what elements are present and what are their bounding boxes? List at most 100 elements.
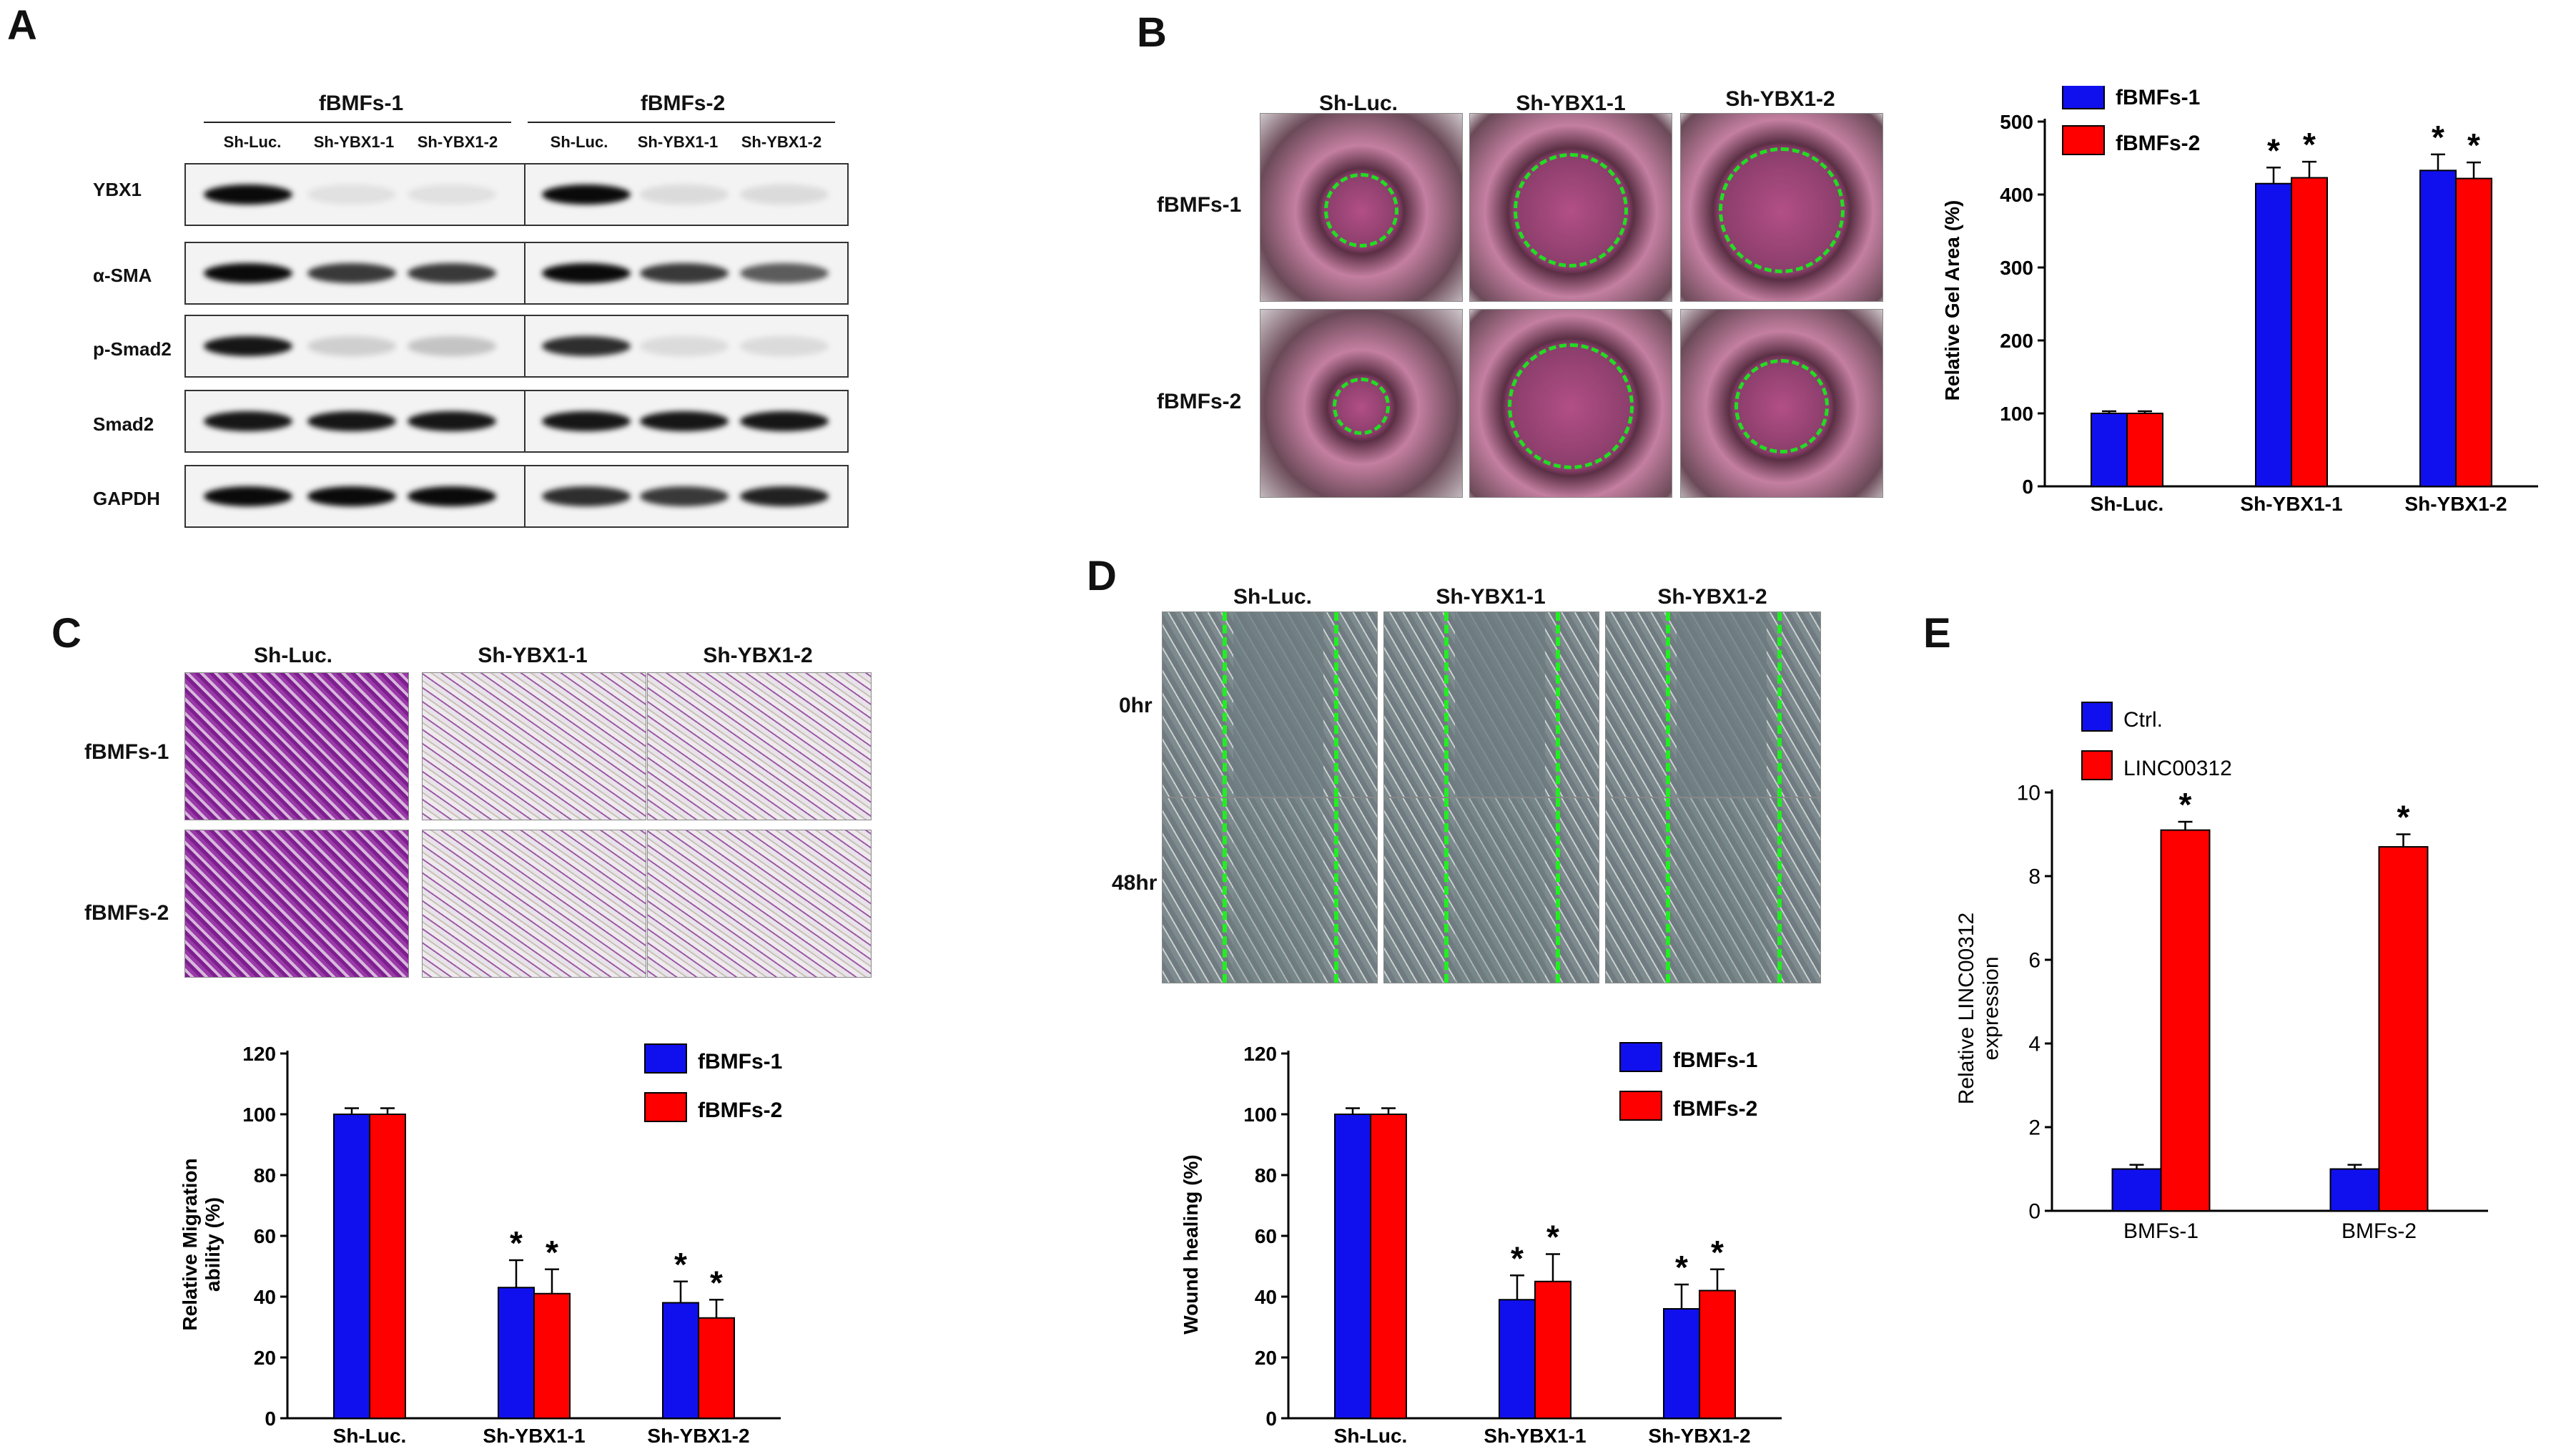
- blot-band: [542, 263, 631, 283]
- bar: [698, 1317, 735, 1419]
- blot-frame: [524, 242, 849, 305]
- gel-area-outline: [1719, 147, 1845, 273]
- bar: [2111, 1168, 2162, 1212]
- x-category-label: Sh-YBX1-2: [647, 1425, 749, 1445]
- blot-band: [740, 336, 829, 356]
- blot-band: [740, 486, 829, 506]
- bar: [333, 1114, 370, 1419]
- wound-gap: [1677, 612, 1767, 797]
- wb-group-line-2: [528, 122, 835, 123]
- significance-star: *: [2179, 786, 2192, 823]
- bar: [533, 1292, 571, 1419]
- significance-star: *: [2303, 126, 2316, 163]
- migration-column-title: Sh-YBX1-2: [703, 644, 813, 667]
- significance-star: *: [2432, 119, 2444, 156]
- y-tick-label: 4: [2028, 1033, 2040, 1056]
- gel-photo: [1680, 309, 1883, 498]
- x-category-label: BMFs-2: [2341, 1219, 2417, 1243]
- x-category-label: Sh-YBX1-2: [2404, 493, 2507, 515]
- panel-label-e: E: [1923, 610, 1951, 657]
- wound-edge-line: [1223, 798, 1227, 983]
- blot-band: [640, 263, 729, 283]
- y-tick-label: 60: [1255, 1225, 1277, 1247]
- migration-photo: [647, 830, 872, 978]
- x-category-label: Sh-YBX1-1: [483, 1425, 585, 1445]
- wound-column-title: Sh-YBX1-2: [1657, 585, 1767, 609]
- y-tick-label: 200: [2000, 330, 2033, 352]
- migration-row-title: fBMFs-2: [84, 901, 169, 925]
- bar: [2455, 177, 2492, 487]
- bar: [1534, 1280, 1571, 1419]
- y-tick-label: 10: [2017, 782, 2040, 805]
- y-axis-label: Relative Gel Area (%): [1941, 200, 1963, 401]
- wb-group-title-1: fBMFs-1: [318, 92, 404, 115]
- legend-label: fBMFs-2: [2116, 132, 2200, 155]
- y-axis-label: Relative Migrationability (%): [179, 1158, 224, 1330]
- wound-photo: [1605, 611, 1821, 797]
- bar: [1370, 1114, 1407, 1419]
- legend-label: fBMFs-2: [1673, 1097, 1757, 1121]
- blot-band: [640, 336, 729, 356]
- wb-lane-label: Sh-YBX1-2: [417, 133, 498, 151]
- gel-area-outline: [1508, 343, 1634, 469]
- wb-row-label: p-Smad2: [93, 338, 172, 360]
- wound-edge-line: [1334, 612, 1338, 797]
- x-category-label: Sh-Luc.: [2091, 493, 2164, 515]
- wound-edge-line: [1556, 798, 1560, 983]
- wb-row-label: YBX1: [93, 179, 142, 200]
- y-tick-label: 0: [1265, 1408, 1277, 1430]
- wound-photo: [1162, 611, 1378, 797]
- blot-band: [542, 486, 631, 506]
- bar: [498, 1287, 535, 1419]
- blot-band: [204, 263, 292, 283]
- bar: [2160, 829, 2211, 1212]
- legend-swatch: [1619, 1091, 1662, 1121]
- panel-label-c: C: [51, 610, 82, 657]
- bar: [1663, 1308, 1700, 1419]
- gel-column-title: Sh-Luc.: [1319, 92, 1398, 115]
- y-tick-label: 80: [1255, 1164, 1277, 1187]
- legend-swatch: [1619, 1042, 1662, 1072]
- legend-label: fBMFs-1: [698, 1050, 782, 1074]
- wound-edge-line: [1334, 798, 1338, 983]
- bar: [2291, 177, 2328, 487]
- blot-band: [408, 411, 496, 431]
- wound-gap: [1455, 798, 1545, 983]
- blot-band: [307, 336, 396, 356]
- significance-star: *: [2267, 132, 2280, 169]
- y-tick-label: 2: [2028, 1116, 2040, 1140]
- blot-band: [640, 185, 729, 205]
- legend-label: Ctrl.: [2123, 708, 2163, 732]
- x-category-label: BMFs-1: [2123, 1219, 2199, 1243]
- x-category-label: Sh-Luc.: [333, 1425, 407, 1445]
- gel-area-outline: [1734, 359, 1829, 453]
- x-category-label: Sh-YBX1-2: [1648, 1425, 1750, 1445]
- wound-gap: [1455, 612, 1545, 797]
- wb-row-label: GAPDH: [93, 488, 160, 509]
- blot-band: [408, 185, 496, 205]
- gel-photo: [1469, 309, 1672, 498]
- migration-photo: [422, 830, 646, 978]
- gel-photo: [1469, 113, 1672, 302]
- gel-area-outline: [1333, 378, 1390, 435]
- wound-column-title: Sh-YBX1-1: [1436, 585, 1546, 609]
- y-tick-label: 20: [254, 1347, 276, 1369]
- bar: [2255, 182, 2292, 487]
- legend-label: fBMFs-1: [1673, 1048, 1757, 1072]
- chart-d: 0 20 40 60 80 100 120 Sh-Luc. Sh-YBX1-1 * * Sh-YBX1…: [1180, 1042, 1782, 1445]
- wb-lane-label: Sh-Luc.: [223, 133, 282, 151]
- wb-lane-label: Sh-YBX1-2: [741, 133, 822, 151]
- gel-row-title: fBMFs-2: [1157, 390, 1242, 413]
- migration-photo: [184, 830, 409, 978]
- wb-group-line-1: [204, 122, 511, 123]
- gel-column-title: Sh-YBX1-1: [1516, 92, 1626, 115]
- y-tick-label: 20: [1255, 1347, 1277, 1369]
- y-tick-label: 40: [254, 1286, 276, 1308]
- legend-swatch: [644, 1043, 687, 1074]
- wound-gap: [1677, 798, 1767, 983]
- wb-row-label: α-SMA: [93, 265, 152, 286]
- legend-label: fBMFs-2: [698, 1099, 782, 1122]
- bar: [2329, 1168, 2380, 1212]
- legend-label: LINC00312: [2123, 757, 2232, 780]
- blot-band: [542, 185, 631, 205]
